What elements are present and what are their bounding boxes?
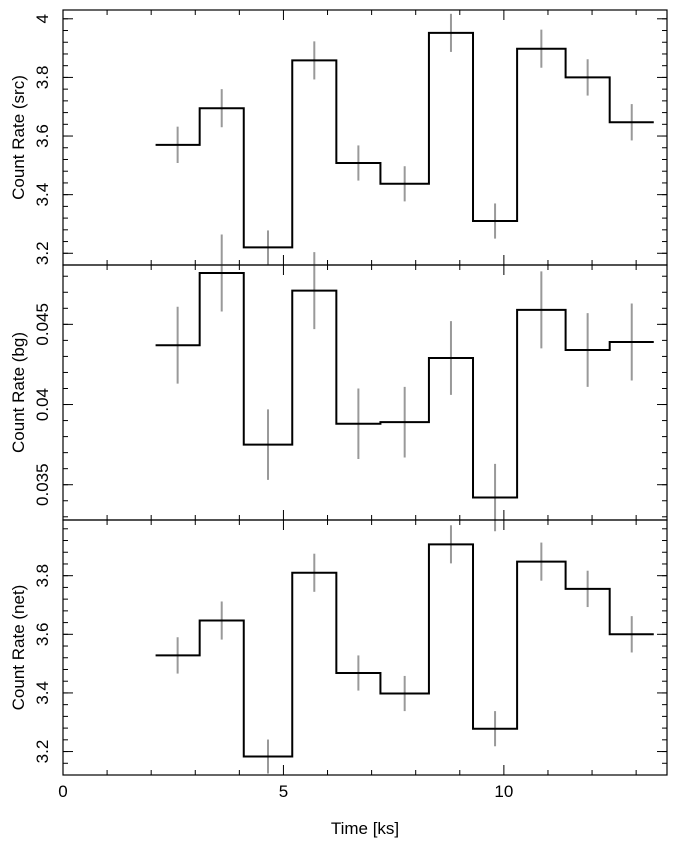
- panel-middle: 0.035 0.04 0.045 Count Rate (bg): [9, 234, 668, 532]
- y-tick-label: 3.4: [33, 183, 52, 207]
- y-axis-label: Count Rate (src): [9, 75, 28, 200]
- y-tick-label: 3.8: [33, 66, 52, 90]
- x-axis-label: Time [ks]: [331, 819, 399, 838]
- y-tick-label: 0.035: [33, 463, 52, 506]
- step-line: [155, 272, 654, 499]
- step-line: [155, 543, 654, 758]
- y-tick-label: 4: [33, 14, 52, 23]
- y-tick-label: 3.6: [33, 124, 52, 148]
- panel-frame: [62, 519, 668, 776]
- y-tick-label: 0.045: [33, 303, 52, 346]
- y-axis-label: Count Rate (bg): [9, 332, 28, 453]
- panel-bottom: 3.2 3.4 3.6 3.8 Count Rate (net) 0 5 10 Time [ks…: [9, 519, 668, 838]
- y-tick-label: 3.8: [33, 564, 52, 588]
- y-tick-label: 0.04: [33, 388, 52, 421]
- x-tick-label: 0: [58, 782, 67, 801]
- y-tick-label: 3.2: [33, 740, 52, 764]
- x-tick-label: 10: [494, 782, 513, 801]
- y-tick-label: 3.6: [33, 622, 52, 646]
- y-axis-label: Count Rate (net): [9, 585, 28, 711]
- y-tick-label: 3.4: [33, 681, 52, 705]
- step-line: [155, 31, 654, 249]
- x-tick-label: 5: [279, 782, 288, 801]
- y-tick-label: 3.2: [33, 241, 52, 265]
